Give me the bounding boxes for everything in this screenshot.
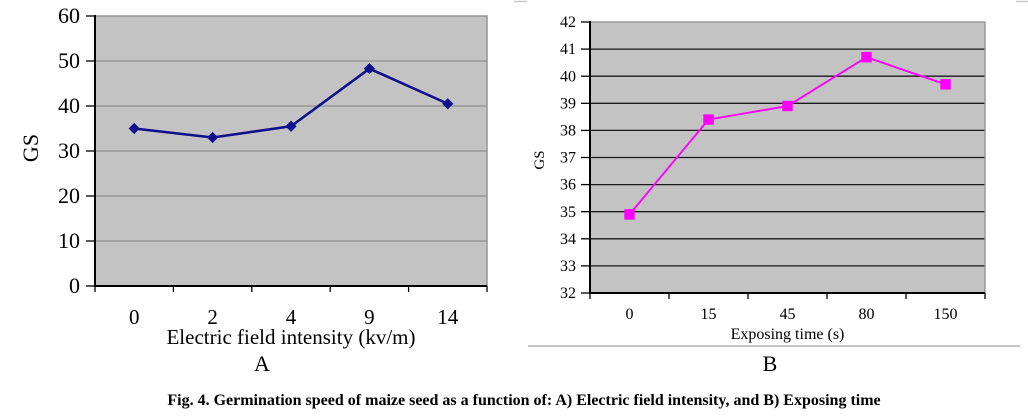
data-points [128, 63, 454, 144]
x-axis-ticks-and-labels: 0 2 4 9 14 [94, 286, 488, 329]
x-tick-label: 4 [286, 305, 297, 329]
panel-label: B [763, 351, 778, 376]
x-tick-label: 9 [364, 305, 375, 329]
y-tick-label: 60 [58, 3, 80, 28]
y-gridlines [95, 60, 487, 242]
x-axis-title: Electric field intensity (kv/m) [166, 325, 415, 349]
y-tick-label: 35 [560, 204, 576, 221]
data-point-diamond [285, 120, 297, 132]
figure-caption: Fig. 4. Germination speed of maize seed … [167, 392, 881, 409]
x-tick-label: 15 [701, 306, 717, 323]
x-tick-label: 2 [207, 305, 218, 329]
y-tick-label: 30 [58, 138, 80, 163]
data-point-diamond [128, 122, 140, 135]
data-point-square [782, 100, 793, 112]
x-axis-title: Exposing time (s) [731, 326, 845, 343]
x-tick-label: 150 [934, 306, 958, 323]
data-point-square [624, 209, 635, 220]
x-tick-label: 0 [129, 305, 140, 329]
data-point-diamond [363, 63, 375, 75]
panel-label: A [254, 351, 270, 376]
y-tick-label: 38 [560, 123, 576, 140]
x-tick-label: 0 [626, 306, 634, 323]
y-axis-title: GS [532, 150, 548, 169]
x-axis-ticks-and-labels: 0 15 45 80 150 [589, 293, 986, 323]
y-tick-label: 20 [58, 183, 80, 208]
data-point-square [940, 79, 951, 90]
y-tick-label: 42 [560, 14, 576, 31]
x-tick-label: 45 [780, 306, 796, 323]
y-tick-label: 36 [560, 177, 576, 194]
y-tick-label: 10 [58, 228, 80, 253]
y-tick-label: 40 [58, 93, 80, 118]
chart-b-exposing-time: 32 33 34 35 36 37 38 39 40 41 42 0 15 45 80 150 GS Exposi… [514, 0, 1028, 376]
y-tick-label: 0 [69, 273, 80, 298]
y-axis-title: GS [18, 134, 43, 162]
x-tick-label: 14 [437, 305, 459, 329]
y-tick-label: 37 [560, 150, 576, 167]
data-point-square [861, 52, 872, 63]
y-tick-label: 34 [560, 231, 576, 248]
data-point-diamond [207, 131, 219, 144]
y-axis-ticks-and-labels: 32 33 34 35 36 37 38 39 40 41 42 [560, 14, 590, 302]
x-tick-label: 80 [859, 306, 875, 323]
data-point-square [703, 114, 714, 125]
y-tick-label: 50 [58, 48, 80, 73]
y-tick-label: 40 [560, 68, 576, 85]
data-point-diamond [442, 98, 454, 110]
y-tick-label: 39 [560, 95, 576, 112]
chart-a-electric-field-intensity: 0 10 20 30 40 50 60 0 2 4 9 14 GS Electric field inte… [18, 3, 488, 376]
y-tick-label: 32 [560, 285, 576, 302]
y-axis-ticks-and-labels: 0 10 20 30 40 50 60 [58, 3, 95, 298]
y-gridlines [590, 48, 985, 267]
data-points [624, 52, 951, 220]
y-tick-label: 41 [560, 41, 576, 58]
y-tick-label: 33 [560, 258, 576, 275]
